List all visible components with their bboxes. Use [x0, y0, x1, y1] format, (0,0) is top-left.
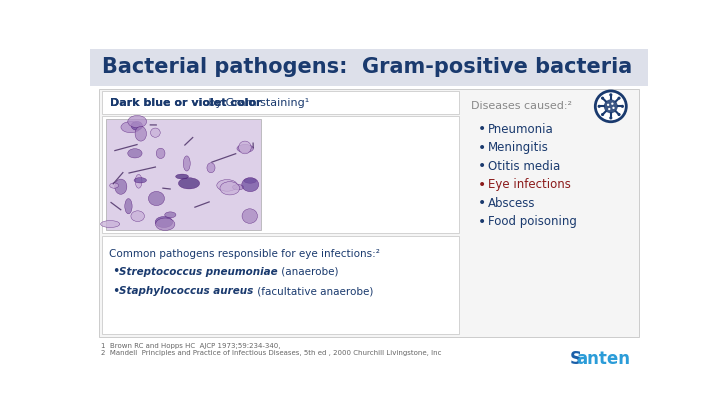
Ellipse shape: [242, 177, 258, 192]
Circle shape: [598, 105, 600, 108]
Ellipse shape: [217, 179, 238, 191]
Ellipse shape: [220, 182, 240, 195]
Ellipse shape: [127, 149, 142, 158]
Ellipse shape: [134, 178, 146, 183]
Text: •: •: [112, 265, 119, 278]
Ellipse shape: [150, 128, 161, 137]
Text: •: •: [477, 122, 486, 136]
FancyBboxPatch shape: [102, 116, 459, 233]
Ellipse shape: [131, 211, 145, 222]
Text: anten: anten: [577, 350, 631, 369]
Ellipse shape: [125, 198, 132, 214]
Ellipse shape: [156, 216, 173, 228]
Ellipse shape: [207, 163, 215, 173]
Ellipse shape: [179, 178, 199, 189]
Circle shape: [595, 91, 626, 122]
FancyBboxPatch shape: [102, 237, 459, 333]
Text: •: •: [477, 178, 486, 192]
Ellipse shape: [135, 126, 146, 141]
Text: Bacterial pathogens:  Gram-positive bacteria: Bacterial pathogens: Gram-positive bacte…: [102, 57, 632, 77]
Ellipse shape: [121, 122, 140, 133]
Ellipse shape: [101, 221, 120, 228]
Text: Streptococcus pneumoniae: Streptococcus pneumoniae: [120, 267, 278, 277]
Ellipse shape: [109, 183, 119, 188]
Text: Diseases caused:²: Diseases caused:²: [472, 101, 572, 111]
FancyBboxPatch shape: [106, 119, 261, 230]
Ellipse shape: [165, 212, 176, 218]
Text: Staphylococcus aureus: Staphylococcus aureus: [120, 286, 253, 296]
Text: (anaerobe): (anaerobe): [278, 267, 338, 277]
Text: •: •: [477, 160, 486, 173]
Ellipse shape: [114, 179, 127, 194]
Ellipse shape: [237, 145, 253, 152]
FancyBboxPatch shape: [99, 89, 639, 337]
Circle shape: [612, 107, 615, 109]
Ellipse shape: [131, 122, 143, 130]
Text: •: •: [477, 141, 486, 155]
Ellipse shape: [156, 218, 175, 230]
Circle shape: [618, 97, 621, 100]
Text: Food poisoning: Food poisoning: [488, 215, 577, 228]
Text: Otitis media: Otitis media: [488, 160, 561, 173]
Circle shape: [601, 97, 604, 100]
Text: by Gram staining¹: by Gram staining¹: [204, 98, 309, 107]
Text: (facultative anaerobe): (facultative anaerobe): [253, 286, 373, 296]
FancyBboxPatch shape: [102, 91, 459, 114]
Ellipse shape: [244, 179, 256, 183]
Text: •: •: [477, 196, 486, 210]
Text: 2  Mandell  Principles and Practice of Infectious Diseases, 5th ed , 2000 Church: 2 Mandell Principles and Practice of Inf…: [101, 350, 441, 356]
Text: Eye infections: Eye infections: [488, 178, 571, 192]
Ellipse shape: [128, 115, 147, 128]
Circle shape: [621, 105, 624, 108]
Text: Meningitis: Meningitis: [488, 141, 549, 154]
Ellipse shape: [242, 209, 258, 223]
Text: •: •: [477, 215, 486, 229]
Circle shape: [618, 113, 621, 116]
Text: Dark blue or violet color: Dark blue or violet color: [110, 98, 261, 107]
Circle shape: [604, 99, 618, 113]
FancyBboxPatch shape: [90, 49, 648, 85]
Text: Abscess: Abscess: [488, 197, 536, 210]
Circle shape: [608, 108, 611, 110]
Text: Streptococcus pneumoniae (anaerobe): Streptococcus pneumoniae (anaerobe): [120, 267, 323, 277]
Ellipse shape: [135, 175, 142, 188]
Ellipse shape: [148, 192, 164, 206]
Circle shape: [601, 113, 604, 116]
Ellipse shape: [156, 148, 165, 158]
Text: Dark blue or violet color: Dark blue or violet color: [110, 98, 261, 107]
Text: Common pathogens responsible for eye infections:²: Common pathogens responsible for eye inf…: [109, 249, 379, 259]
Circle shape: [609, 116, 612, 119]
Circle shape: [611, 102, 613, 105]
Ellipse shape: [238, 141, 251, 154]
Circle shape: [609, 93, 612, 96]
Ellipse shape: [184, 156, 190, 171]
Circle shape: [607, 104, 609, 106]
Ellipse shape: [233, 185, 244, 190]
Text: Pneumonia: Pneumonia: [488, 123, 554, 136]
Text: S: S: [570, 350, 582, 369]
Text: 1  Brown RC and Hopps HC  AJCP 1973;59:234-340,: 1 Brown RC and Hopps HC AJCP 1973;59:234…: [101, 343, 280, 349]
Ellipse shape: [176, 174, 189, 179]
Text: •: •: [112, 285, 119, 298]
